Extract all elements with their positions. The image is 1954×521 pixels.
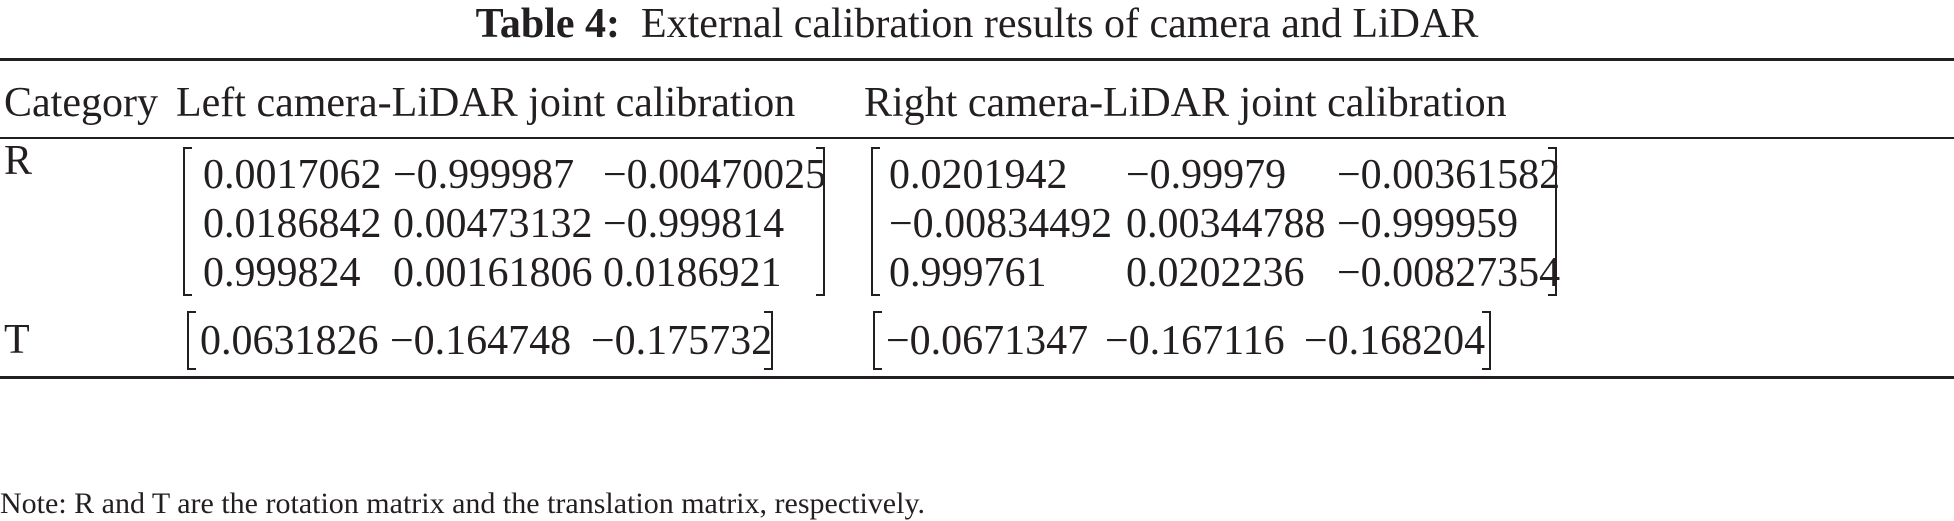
matrix-cell: 0.0186842 — [203, 201, 382, 247]
matrix-cell: 0.00473132 — [393, 201, 593, 247]
table-caption-label: Table 4: — [475, 1, 620, 47]
matrix-cell: 0.999824 — [203, 250, 361, 296]
matrix-cell: −0.175732 — [591, 318, 773, 364]
matrix-cell: −0.999959 — [1337, 201, 1519, 247]
header-category: Category — [4, 80, 158, 126]
matrix-cell: 0.999761 — [889, 250, 1047, 296]
matrix-right-bracket — [1482, 311, 1491, 370]
matrix-cell: −0.00361582 — [1337, 152, 1561, 198]
matrix-cell: 0.00161806 — [393, 250, 593, 296]
table-top-rule — [0, 58, 1954, 61]
left-translation-vector: 0.0631826 −0.164748 −0.175732 — [187, 311, 773, 370]
matrix-cell: 0.0202236 — [1126, 250, 1305, 296]
matrix-cell: −0.00827354 — [1337, 250, 1561, 296]
matrix-cell: −0.168204 — [1304, 318, 1486, 364]
matrix-cell: −0.99979 — [1126, 152, 1287, 198]
matrix-left-bracket — [183, 147, 192, 296]
matrix-cell: 0.0631826 — [200, 318, 379, 364]
right-rotation-matrix: 0.0201942 −0.99979 −0.00361582 −0.008344… — [871, 147, 1561, 296]
row-t-category: T — [4, 317, 30, 363]
matrix-left-bracket — [871, 147, 880, 296]
row-r-category: R — [4, 138, 33, 184]
matrix-right-bracket — [816, 147, 825, 296]
matrix-cell: 0.0186921 — [603, 250, 782, 296]
matrix-cell: −0.999814 — [603, 201, 785, 247]
matrix-cell: 0.0017062 — [203, 152, 382, 198]
header-rule — [0, 137, 1954, 139]
matrix-cell: 0.00344788 — [1126, 201, 1326, 247]
matrix-cell: −0.164748 — [390, 318, 572, 364]
matrix-cell: −0.999987 — [393, 152, 575, 198]
left-rotation-matrix: 0.0017062 −0.999987 −0.00470025 0.018684… — [183, 147, 827, 296]
matrix-cell: 0.0201942 — [889, 152, 1068, 198]
header-left-calibration: Left camera-LiDAR joint calibration — [176, 80, 796, 126]
matrix-left-bracket — [873, 311, 882, 370]
matrix-right-bracket — [1548, 147, 1557, 296]
header-right-calibration: Right camera-LiDAR joint calibration — [864, 80, 1507, 126]
matrix-left-bracket — [187, 311, 196, 370]
matrix-cell: −0.00470025 — [603, 152, 827, 198]
matrix-cell: −0.0671347 — [886, 318, 1089, 364]
table-caption: Table 4: External calibration results of… — [0, 0, 1954, 52]
table-note: Note: R and T are the rotation matrix an… — [0, 487, 926, 520]
table-bottom-rule — [0, 376, 1954, 379]
matrix-right-bracket — [764, 311, 773, 370]
matrix-cell: −0.00834492 — [889, 201, 1113, 247]
right-translation-vector: −0.0671347 −0.167116 −0.168204 — [873, 311, 1491, 370]
table-caption-text: External calibration results of camera a… — [640, 1, 1479, 47]
matrix-cell: −0.167116 — [1105, 318, 1285, 364]
